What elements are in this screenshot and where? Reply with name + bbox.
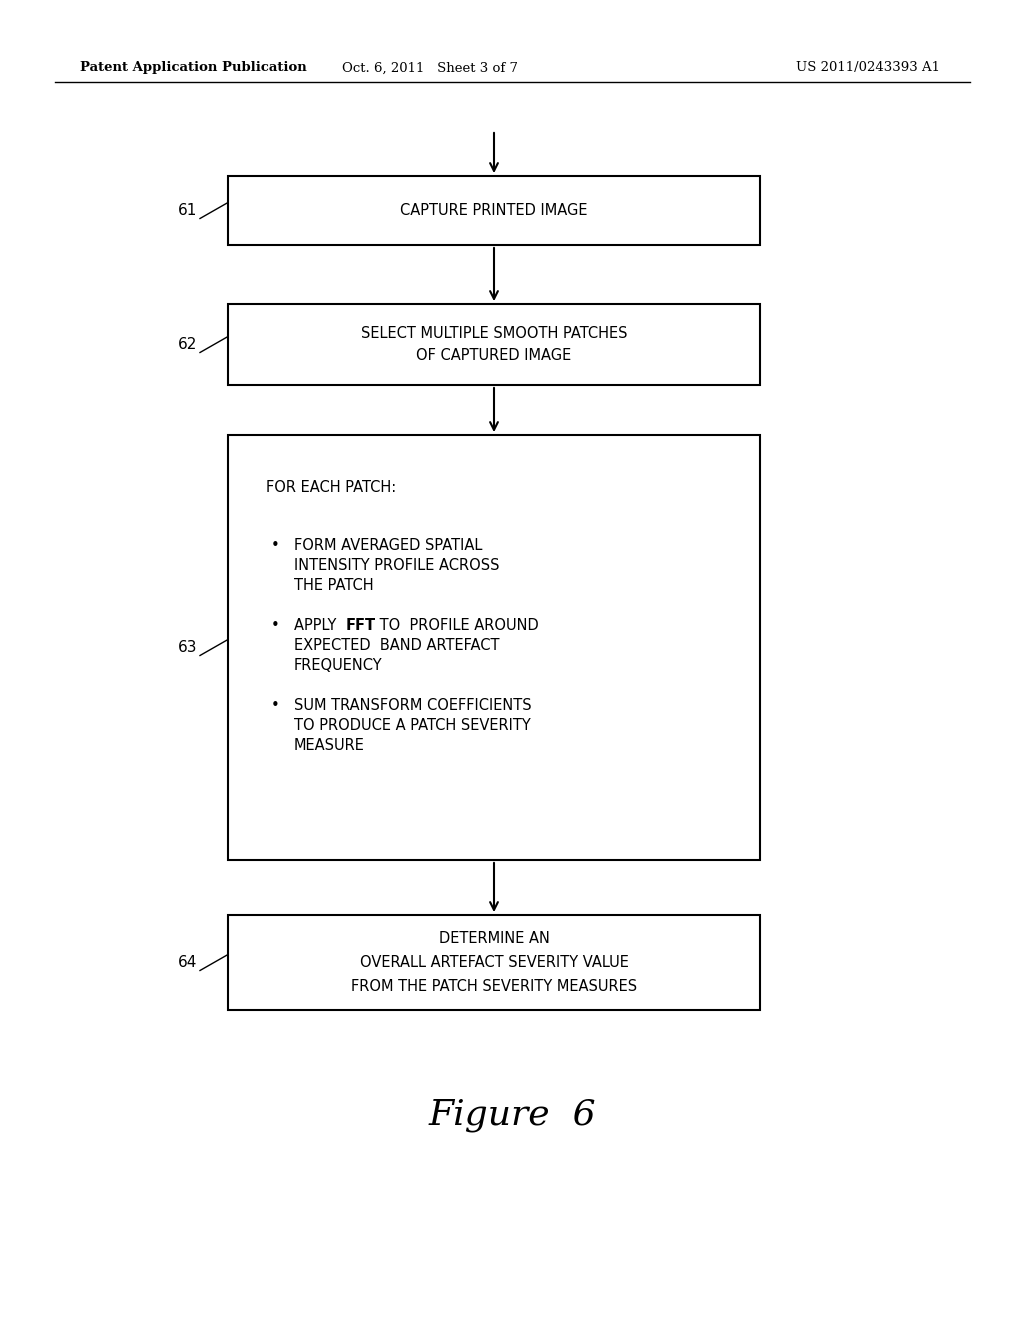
Text: FORM AVERAGED SPATIAL: FORM AVERAGED SPATIAL xyxy=(294,537,482,553)
Text: 61: 61 xyxy=(177,203,197,218)
Text: APPLY: APPLY xyxy=(294,618,341,632)
Text: 62: 62 xyxy=(177,337,197,352)
Bar xyxy=(228,915,760,1010)
Text: 64: 64 xyxy=(177,954,197,970)
Text: Figure  6: Figure 6 xyxy=(428,1098,596,1133)
Bar xyxy=(228,436,760,861)
Text: FROM THE PATCH SEVERITY MEASURES: FROM THE PATCH SEVERITY MEASURES xyxy=(351,979,637,994)
Text: OVERALL ARTEFACT SEVERITY VALUE: OVERALL ARTEFACT SEVERITY VALUE xyxy=(359,954,629,970)
Bar xyxy=(228,176,760,246)
Bar xyxy=(228,304,760,385)
Text: Patent Application Publication: Patent Application Publication xyxy=(80,62,307,74)
Text: FFT: FFT xyxy=(346,618,376,632)
Text: DETERMINE AN: DETERMINE AN xyxy=(438,931,550,946)
Text: INTENSITY PROFILE ACROSS: INTENSITY PROFILE ACROSS xyxy=(294,557,500,573)
Text: MEASURE: MEASURE xyxy=(294,738,365,752)
Text: FOR EACH PATCH:: FOR EACH PATCH: xyxy=(266,479,396,495)
Text: FREQUENCY: FREQUENCY xyxy=(294,657,383,672)
Text: US 2011/0243393 A1: US 2011/0243393 A1 xyxy=(796,62,940,74)
Text: TO PRODUCE A PATCH SEVERITY: TO PRODUCE A PATCH SEVERITY xyxy=(294,718,530,733)
Text: 63: 63 xyxy=(177,640,197,655)
Text: SUM TRANSFORM COEFFICIENTS: SUM TRANSFORM COEFFICIENTS xyxy=(294,697,531,713)
Text: EXPECTED  BAND ARTEFACT: EXPECTED BAND ARTEFACT xyxy=(294,638,500,652)
Text: OF CAPTURED IMAGE: OF CAPTURED IMAGE xyxy=(417,348,571,363)
Text: SELECT MULTIPLE SMOOTH PATCHES: SELECT MULTIPLE SMOOTH PATCHES xyxy=(360,326,628,341)
Text: CAPTURE PRINTED IMAGE: CAPTURE PRINTED IMAGE xyxy=(400,203,588,218)
Text: Oct. 6, 2011   Sheet 3 of 7: Oct. 6, 2011 Sheet 3 of 7 xyxy=(342,62,518,74)
Text: •: • xyxy=(271,618,280,632)
Text: THE PATCH: THE PATCH xyxy=(294,578,374,593)
Text: TO  PROFILE AROUND: TO PROFILE AROUND xyxy=(375,618,539,632)
Text: •: • xyxy=(271,697,280,713)
Text: •: • xyxy=(271,537,280,553)
